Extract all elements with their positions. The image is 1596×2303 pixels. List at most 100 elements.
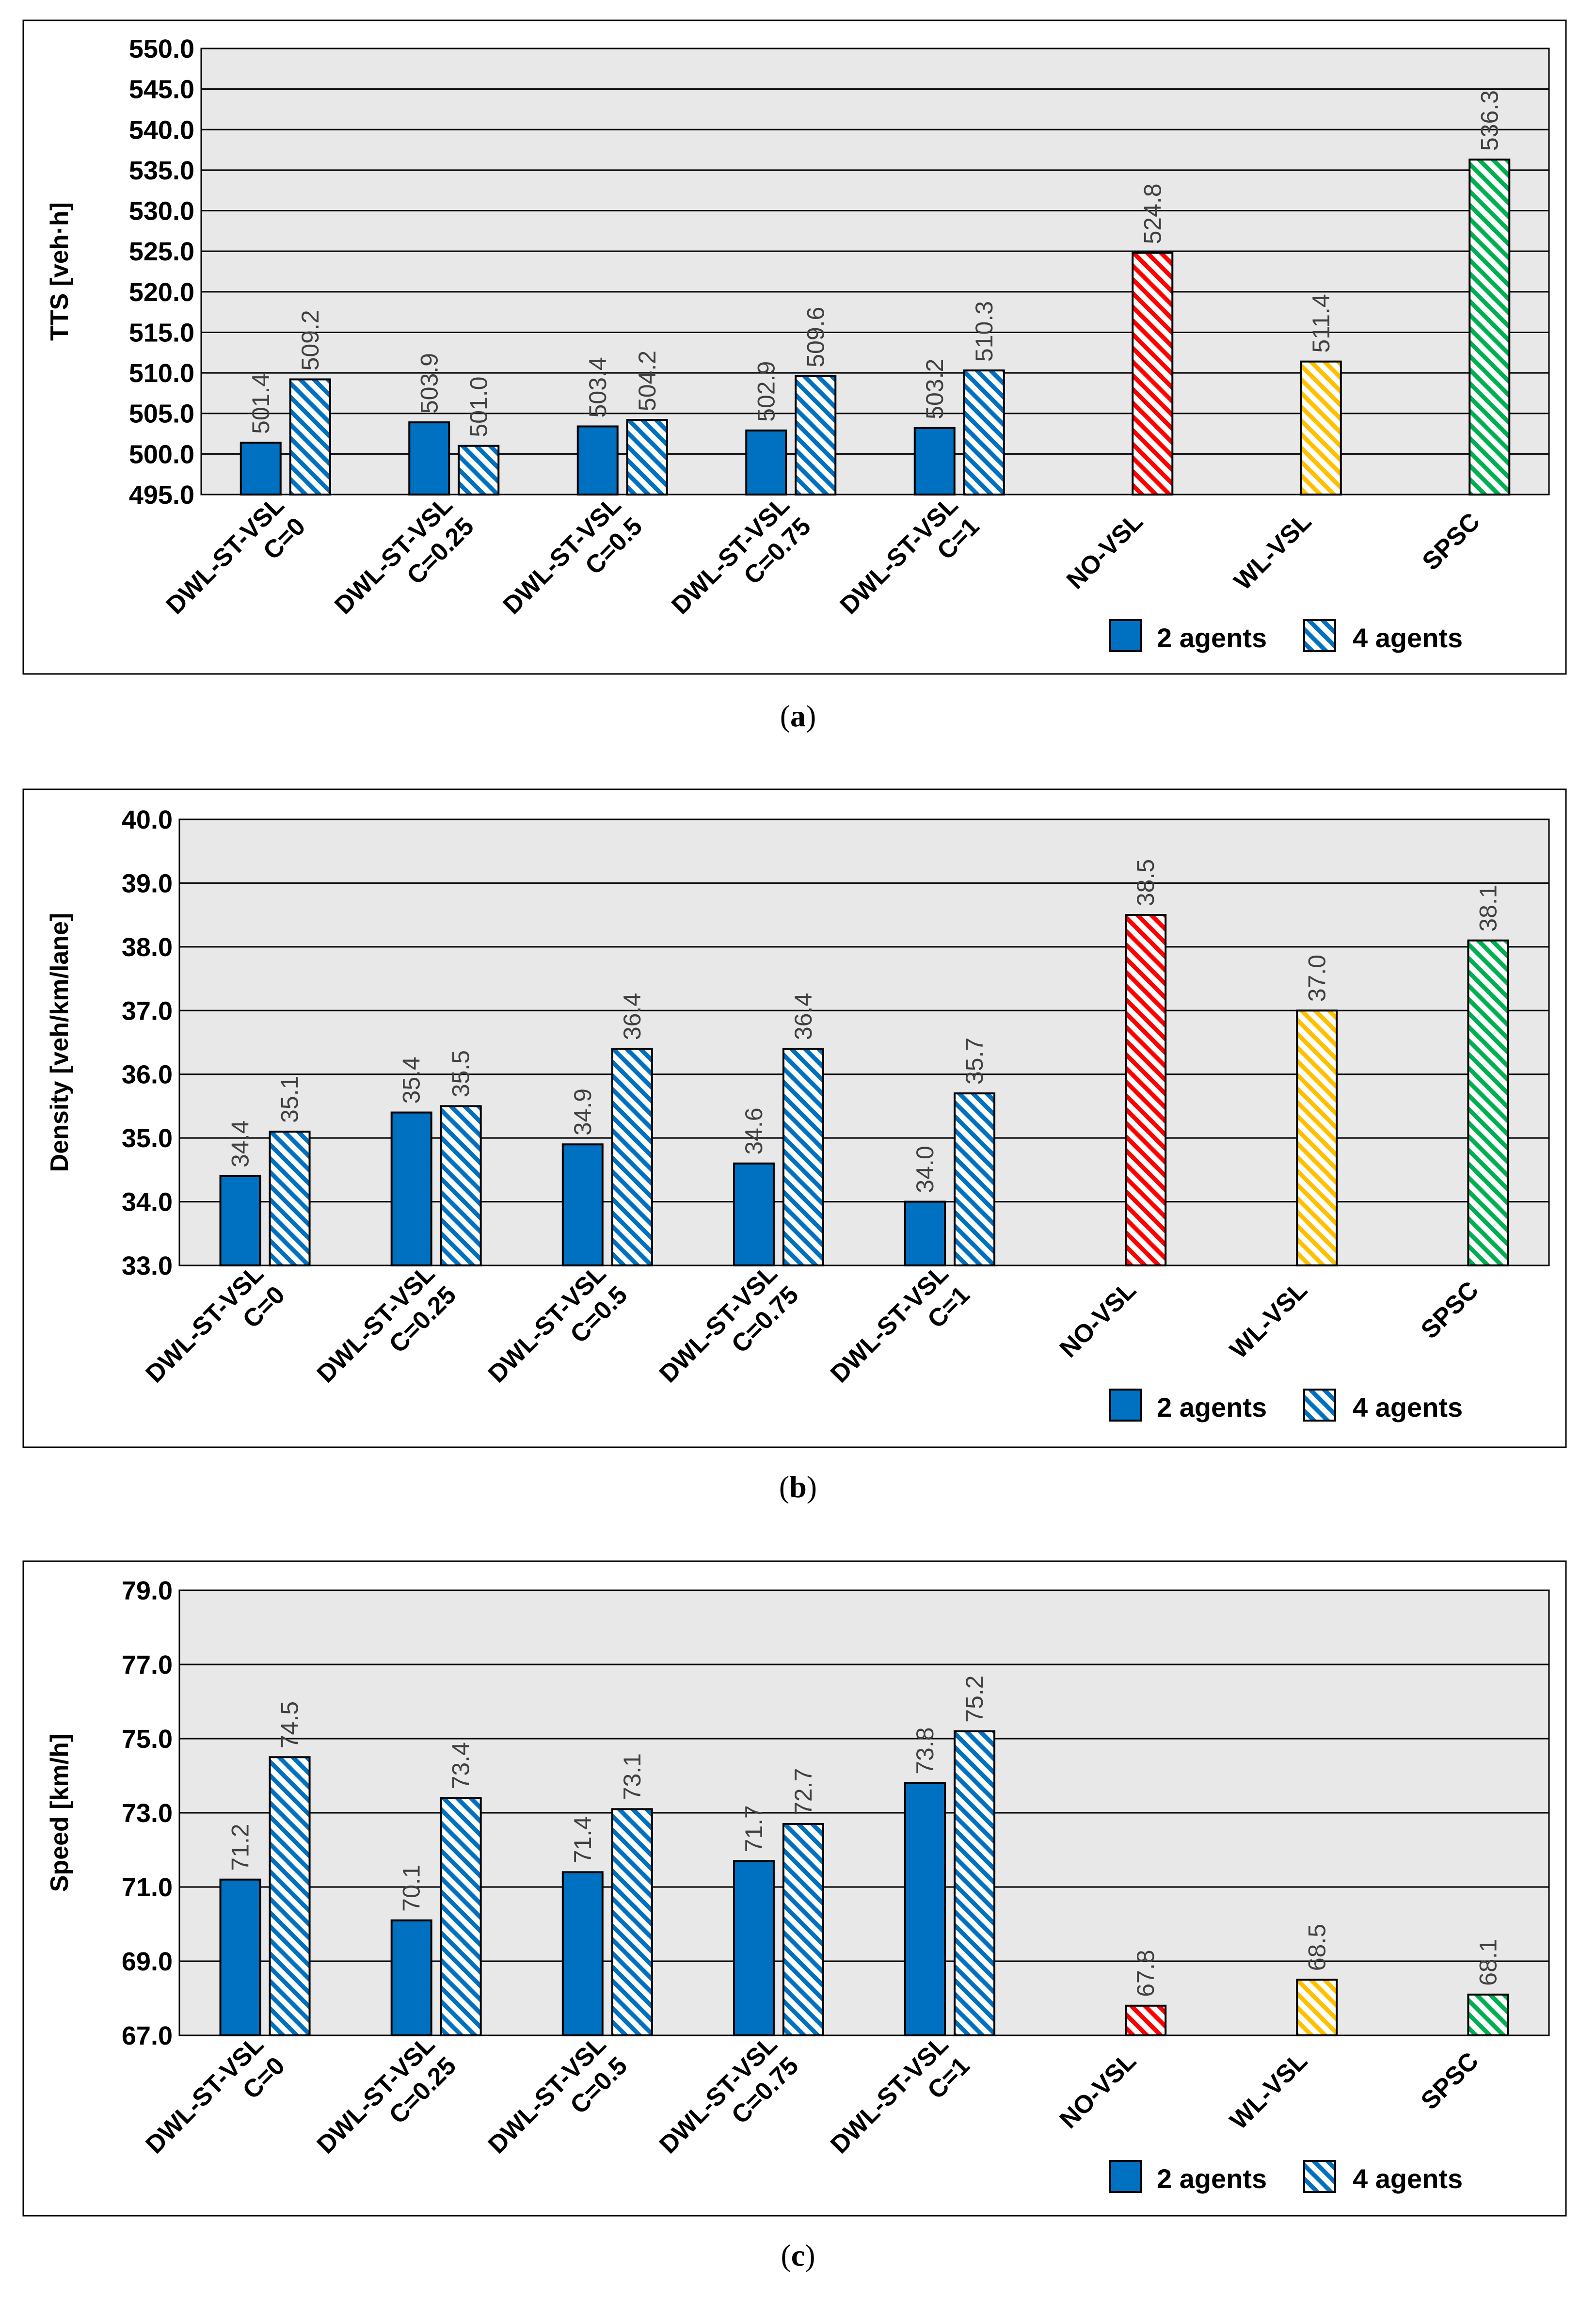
bar-2-agents [219, 1878, 261, 2036]
bar-4-agents [440, 1105, 482, 1266]
bar-2-agents [733, 1860, 775, 2036]
bar-no-vsl [1125, 2004, 1167, 2036]
y-tick-label: 505.0 [129, 400, 194, 429]
bar-spsc [1467, 1993, 1509, 2037]
data-label-spsc: 68.1 [1474, 1939, 1501, 1986]
data-label-2-agents: 71.4 [569, 1816, 596, 1863]
data-label-4-agents: 35.7 [961, 1038, 988, 1085]
y-tick-label: 73.0 [122, 1799, 173, 1828]
bar-4-agents [626, 419, 668, 496]
data-label-2-agents: 34.9 [569, 1088, 596, 1136]
bar-4-agents [954, 1730, 996, 2036]
data-label-4-agents: 35.1 [276, 1076, 303, 1123]
data-label-4-agents: 75.2 [961, 1675, 988, 1722]
y-tick-label: 495.0 [129, 480, 194, 510]
legend-swatch-2-agents [1109, 2160, 1142, 2193]
bar-spsc [1467, 939, 1509, 1266]
legend-label-2-agents: 2 agents [1157, 2163, 1267, 2194]
legend: 2 agents 4 agents [1109, 1389, 1463, 1423]
y-tick-label: 36.0 [122, 1060, 173, 1089]
legend-swatch-4-agents [1303, 1389, 1336, 1422]
bar-4-agents [954, 1092, 996, 1266]
bar-2-agents [576, 425, 619, 496]
data-label-4-agents: 509.6 [802, 307, 829, 368]
bar-spsc [1468, 159, 1511, 496]
caption-c-label: c [791, 2238, 805, 2272]
data-label-4-agents: 74.5 [276, 1701, 303, 1748]
y-tick-label: 77.0 [122, 1650, 173, 1679]
bar-2-agents [733, 1162, 775, 1267]
bar-4-agents [458, 445, 500, 496]
data-label-2-agents: 501.4 [247, 373, 274, 434]
chart-panel-b: 33.0 34.0 35.0 36.0 37.0 38.0 39.0 40.0 Density … [22, 788, 1567, 1448]
chart-panel-c: 67.0 69.0 71.0 73.0 75.0 77.0 79.0 Speed [km/h]… [22, 1560, 1567, 2217]
bar-no-vsl [1125, 914, 1167, 1266]
data-label-4-agents: 36.4 [619, 993, 646, 1040]
legend-swatch-2-agents [1109, 619, 1142, 652]
y-tick-label: 34.0 [122, 1188, 173, 1217]
y-axis-label: Speed [km/h] [46, 1734, 74, 1892]
data-label-2-agents: 503.4 [584, 357, 611, 417]
legend-label-2-agents: 2 agents [1157, 623, 1267, 653]
data-label-4-agents: 35.5 [447, 1050, 475, 1097]
data-label-wl-vsl: 37.0 [1303, 955, 1330, 1002]
data-label-2-agents: 71.2 [227, 1823, 254, 1871]
caption-a: (a) [780, 699, 816, 733]
y-axis-label: TTS [veh·h] [46, 202, 74, 341]
data-label-4-agents: 73.4 [447, 1742, 475, 1789]
y-tick-label: 535.0 [129, 156, 194, 185]
y-tick-label: 33.0 [122, 1251, 173, 1280]
data-label-2-agents: 70.1 [398, 1865, 425, 1912]
data-label-4-agents: 501.0 [465, 377, 492, 437]
bar-4-agents [289, 378, 331, 496]
y-tick-label: 67.0 [122, 2021, 173, 2050]
y-tick-label: 520.0 [129, 278, 194, 307]
data-label-4-agents: 504.2 [634, 351, 661, 411]
legend-swatch-2-agents [1109, 1389, 1142, 1422]
data-label-2-agents: 502.9 [752, 361, 780, 422]
data-label-no-vsl: 67.8 [1132, 1950, 1159, 1997]
y-tick-label: 75.0 [122, 1725, 173, 1754]
y-tick-label: 540.0 [129, 115, 194, 144]
legend-swatch-4-agents [1303, 2160, 1336, 2193]
y-tick-label: 71.0 [122, 1873, 173, 1902]
data-label-2-agents: 34.6 [740, 1107, 767, 1154]
data-label-2-agents: 71.7 [740, 1805, 767, 1852]
data-label-no-vsl: 524.8 [1139, 183, 1166, 244]
y-tick-label: 37.0 [122, 996, 173, 1025]
data-label-2-agents: 34.0 [911, 1146, 939, 1193]
y-tick-label: 38.0 [122, 933, 173, 962]
y-tick-label: 500.0 [129, 440, 194, 469]
bar-2-agents [904, 1200, 946, 1267]
legend-label-2-agents: 2 agents [1157, 1392, 1267, 1423]
data-label-4-agents: 509.2 [297, 310, 324, 370]
caption-b-label: b [789, 1470, 807, 1504]
caption-a-label: a [790, 699, 806, 733]
data-label-4-agents: 36.4 [790, 993, 817, 1040]
y-axis-label: Density [veh/km/lane] [46, 913, 74, 1172]
legend: 2 agents 4 agents [1109, 2160, 1463, 2194]
data-label-4-agents: 73.1 [619, 1753, 646, 1800]
y-tick-label: 515.0 [129, 318, 194, 347]
bar-2-agents [219, 1175, 261, 1266]
y-tick-label: 545.0 [129, 75, 194, 104]
bar-2-agents [561, 1143, 604, 1266]
bar-4-agents [963, 369, 1005, 496]
y-tick-label: 69.0 [122, 1947, 173, 1976]
caption-b: (b) [779, 1470, 817, 1504]
y-tick-label: 40.0 [122, 805, 173, 834]
bar-4-agents [269, 1756, 311, 2036]
bar-4-agents [795, 375, 837, 496]
data-label-wl-vsl: 68.5 [1303, 1924, 1330, 1971]
y-tick-label: 510.0 [129, 359, 194, 388]
bar-no-vsl [1132, 252, 1174, 496]
y-tick-label: 39.0 [122, 869, 173, 898]
plot-area [200, 48, 1550, 496]
bar-4-agents [611, 1048, 653, 1266]
legend-label-4-agents: 4 agents [1353, 623, 1463, 653]
bar-4-agents [269, 1131, 311, 1266]
data-label-2-agents: 35.4 [398, 1056, 425, 1104]
plot-area [178, 818, 1550, 1266]
y-tick-label: 525.0 [129, 237, 194, 266]
